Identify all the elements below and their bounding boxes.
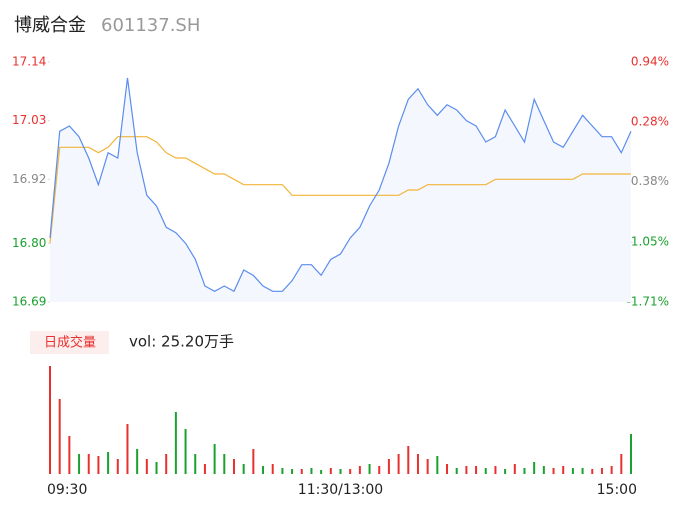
volume-bar <box>484 468 487 474</box>
volume-bar <box>620 454 623 474</box>
price-line <box>49 77 632 293</box>
volume-bar <box>416 454 419 474</box>
volume-bar <box>630 434 632 474</box>
volume-bar <box>126 424 129 474</box>
volume-bar <box>533 462 536 474</box>
y-tick-label: 16.80 <box>12 236 46 250</box>
chart-subtitle: 601137.SH <box>101 15 200 36</box>
volume-bar <box>184 429 187 474</box>
volume-bar <box>291 469 294 474</box>
volume-bar <box>581 468 584 474</box>
volume-bar <box>610 466 613 474</box>
volume-label: 日成交量 <box>44 335 96 351</box>
volume-bar <box>68 436 71 474</box>
x-tick-label: 11:30/13:00 <box>298 482 383 498</box>
volume-tab <box>30 331 109 354</box>
volume-bar <box>358 466 361 474</box>
avg-line <box>49 136 631 244</box>
volume-bar <box>271 464 274 474</box>
volume-bar <box>436 456 439 474</box>
volume-bar <box>223 454 226 474</box>
volume-bar <box>310 468 313 474</box>
volume-bar <box>136 449 139 474</box>
volume-bar <box>426 459 429 474</box>
volume-bar <box>349 469 352 474</box>
y2-tick-label: 0.28% <box>631 114 669 128</box>
volume-bar <box>107 452 110 474</box>
volume-bar <box>591 469 594 474</box>
price-area <box>50 78 631 302</box>
volume-bar <box>165 454 168 474</box>
volume-bar <box>523 468 526 474</box>
volume-bar <box>174 412 177 474</box>
volume-bar <box>600 468 603 474</box>
volume-bar <box>368 464 371 474</box>
volume-bar <box>213 444 216 474</box>
volume-bar <box>329 468 332 474</box>
volume-bar <box>78 454 81 474</box>
volume-bar <box>97 456 100 474</box>
x-tick-label: 09:30 <box>47 482 87 498</box>
volume-bar <box>562 466 565 474</box>
volume-bar <box>397 454 400 474</box>
volume-bar <box>194 454 197 474</box>
y2-tick-label: -1.71% <box>627 295 669 309</box>
volume-bar <box>387 459 390 474</box>
y2-tick-label: -0.38% <box>627 174 669 188</box>
volume-bar <box>242 464 245 474</box>
volume-bar <box>203 464 206 474</box>
y2-tick-label: -1.05% <box>627 235 669 249</box>
volume-bar <box>571 468 574 474</box>
chart-title: 博威合金 <box>14 15 86 36</box>
volume-bar <box>87 454 90 474</box>
volume-bar <box>252 449 255 474</box>
volume-bar <box>281 468 284 474</box>
volume-bar <box>494 466 497 474</box>
y-tick-label: 17.14 <box>12 55 46 69</box>
volume-bar <box>155 462 158 474</box>
volume-bar <box>455 468 458 474</box>
y2-tick-label: 0.94% <box>631 55 669 69</box>
volume-bar <box>465 466 468 474</box>
y-tick-label: 16.92 <box>12 172 46 186</box>
volume-bar <box>320 470 323 474</box>
y-tick-label: 16.69 <box>12 295 46 309</box>
volume-bar <box>145 459 148 474</box>
volume-bar <box>339 469 342 474</box>
volume-bar <box>378 466 381 474</box>
volume-bar <box>300 469 303 474</box>
volume-total: vol: 25.20万手 <box>129 333 234 351</box>
volume-bar <box>446 464 449 474</box>
x-tick-label: 15:00 <box>597 482 637 498</box>
volume-bar <box>49 366 51 474</box>
volume-bar <box>552 468 555 474</box>
volume-bar <box>475 466 478 474</box>
volume-bar <box>232 459 235 474</box>
volume-bar <box>542 466 545 474</box>
volume-bar <box>513 464 516 474</box>
volume-bar <box>58 399 61 474</box>
volume-bar <box>407 446 410 474</box>
volume-bar <box>504 469 507 474</box>
y-tick-label: 17.03 <box>12 113 46 127</box>
volume-bar <box>262 466 265 474</box>
volume-bar <box>116 459 119 474</box>
